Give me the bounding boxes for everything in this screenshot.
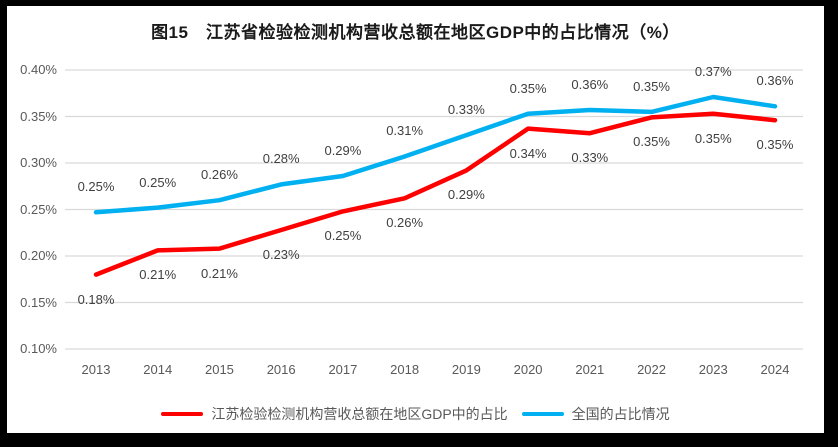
data-label-national: 0.25% [77,179,115,195]
data-label-national: 0.25% [139,174,177,190]
data-label-jiangsu: 0.25% [324,228,362,244]
y-axis-tick-label: 0.30% [20,155,57,170]
x-axis-tick-label: 2014 [143,362,173,377]
data-label-jiangsu: 0.33% [571,150,609,166]
data-label-jiangsu: 0.21% [139,267,177,283]
data-label-national: 0.36% [756,73,794,89]
data-label-national: 0.31% [386,123,424,139]
y-axis-tick-label: 0.20% [20,248,57,263]
x-axis-tick-label: 2023 [698,362,728,377]
x-axis-tick-label: 2015 [204,362,234,377]
x-axis-tick-label: 2013 [81,362,111,377]
data-label-jiangsu: 0.35% [694,130,732,146]
x-axis-tick-label: 2019 [451,362,481,377]
x-axis-tick-label: 2022 [637,362,666,377]
legend: 江苏检验检测机构营收总额在地区GDP中的占比 全国的占比情况 [7,404,824,424]
data-label-national: 0.35% [509,80,547,96]
data-label-jiangsu: 0.18% [77,291,115,307]
x-axis-tick-label: 2018 [390,362,420,377]
data-label-national: 0.37% [694,63,732,79]
data-label-jiangsu: 0.23% [262,246,300,262]
data-label-jiangsu: 0.21% [201,265,238,281]
data-label-national: 0.35% [633,78,670,94]
x-axis-tick-label: 2017 [328,362,358,377]
data-label-jiangsu: 0.29% [447,187,485,203]
data-label-jiangsu: 0.35% [756,137,794,153]
data-label-national: 0.26% [201,167,238,183]
y-axis-tick-label: 0.15% [20,294,57,310]
legend-item-national[interactable]: 全国的占比情况 [521,404,670,424]
line-chart-plot [65,69,803,350]
x-axis-tick-label: 2021 [575,362,605,377]
legend-label-national: 全国的占比情况 [571,406,670,422]
chart-title: 图15 江苏省检验检测机构营收总额在地区GDP中的占比情况（%） [151,23,680,42]
legend-swatch-national [521,412,564,416]
y-axis-tick-label: 0.25% [20,201,57,217]
x-axis-tick-label: 2020 [513,362,543,377]
data-label-national: 0.36% [571,76,609,92]
data-label-national: 0.29% [324,143,362,159]
x-axis-tick-label: 2024 [760,362,790,377]
y-axis-tick-label: 0.35% [20,108,57,124]
legend-item-jiangsu[interactable]: 江苏检验检测机构营收总额在地区GDP中的占比 [161,404,508,424]
x-axis-tick-label: 2016 [266,362,296,377]
data-label-jiangsu: 0.35% [633,134,670,150]
data-label-jiangsu: 0.34% [509,145,547,161]
data-label-national: 0.33% [447,102,485,118]
legend-swatch-jiangsu [161,412,204,416]
legend-label-jiangsu: 江苏检验检测机构营收总额在地区GDP中的占比 [211,406,508,422]
y-axis-tick-label: 0.40% [20,62,57,77]
y-axis-tick-label: 0.10% [20,341,57,356]
data-label-national: 0.28% [262,151,300,167]
series-line-national[interactable] [93,94,778,215]
series-line-jiangsu[interactable] [93,111,778,277]
chart-figure[interactable]: 图15 江苏省检验检测机构营收总额在地区GDP中的占比情况（%） 0.40% 0.… [7,6,824,433]
data-label-jiangsu: 0.26% [386,215,424,231]
